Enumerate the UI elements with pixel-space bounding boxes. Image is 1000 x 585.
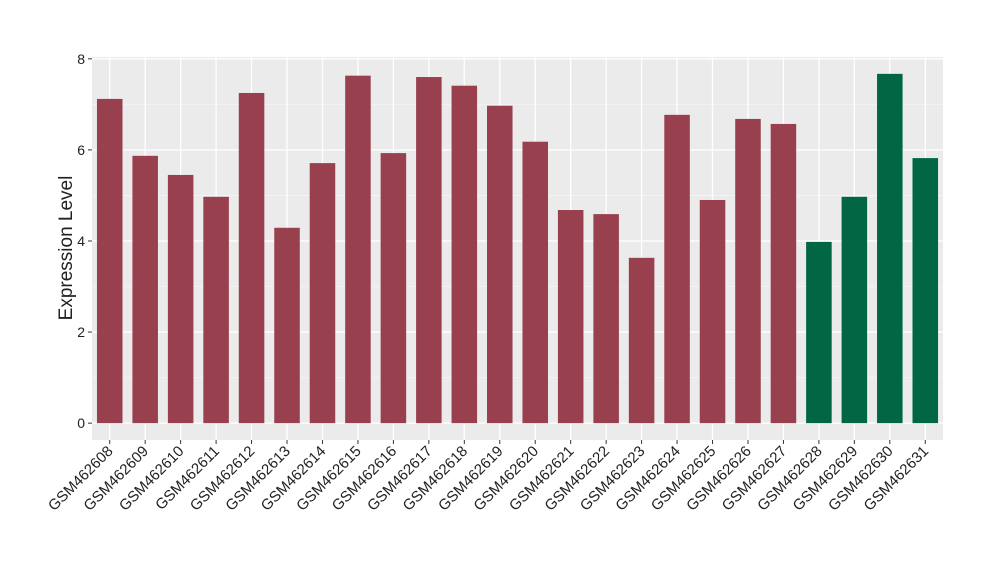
- bar: [735, 118, 761, 424]
- bar: [557, 210, 584, 424]
- y-tick-label: 8: [77, 51, 85, 67]
- y-tick-label: 0: [77, 415, 85, 431]
- bar: [451, 85, 478, 424]
- bar: [416, 77, 442, 424]
- bar: [487, 105, 513, 424]
- bar: [345, 75, 371, 424]
- bar: [593, 214, 619, 424]
- bar: [912, 158, 939, 424]
- bar: [238, 92, 265, 424]
- bar: [309, 163, 336, 424]
- bar: [203, 196, 229, 424]
- plot-background: [92, 57, 943, 440]
- bar: [841, 196, 868, 424]
- bar: [664, 114, 690, 424]
- y-tick-label: 4: [77, 233, 85, 249]
- y-tick-label: 2: [77, 324, 85, 340]
- bar: [167, 174, 194, 424]
- bar: [628, 257, 655, 424]
- bar: [877, 73, 903, 424]
- bar: [132, 155, 158, 424]
- bar: [699, 199, 726, 424]
- bar: [380, 153, 407, 424]
- bar: [274, 227, 300, 424]
- bar: [806, 241, 832, 424]
- bar: [96, 98, 123, 424]
- bar: [522, 141, 548, 424]
- y-axis-label: Expression Level: [56, 176, 77, 321]
- y-tick-label: 6: [77, 142, 85, 158]
- bar: [770, 123, 797, 424]
